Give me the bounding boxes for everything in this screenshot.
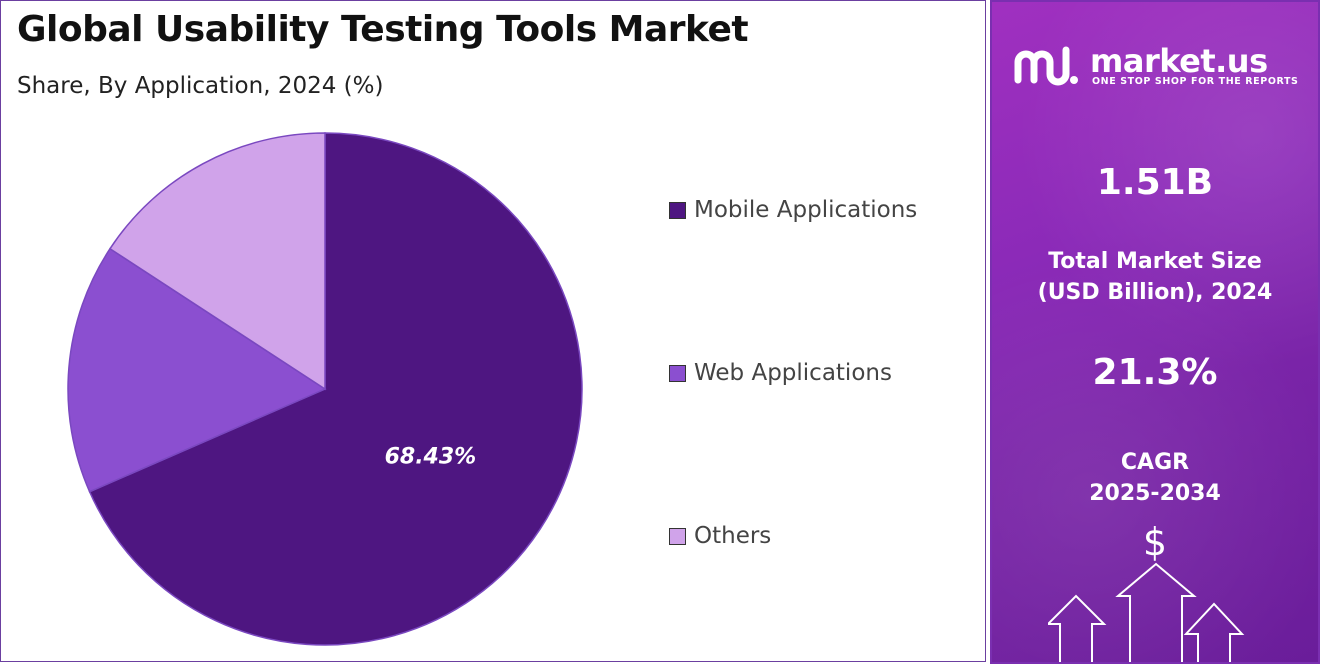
market-size-label-line1: Total Market Size (1048, 249, 1262, 274)
page-title: Global Usability Testing Tools Market (17, 9, 749, 50)
up-arrow-icon (1048, 594, 1107, 662)
legend-item-mobile-applications: Mobile Applications (669, 197, 917, 223)
page-subtitle: Share, By Application, 2024 (%) (17, 73, 384, 99)
brand-logo: market.us ONE STOP SHOP FOR THE REPORTS (1012, 40, 1302, 92)
up-arrow-icon (1115, 562, 1197, 662)
chart-panel: Global Usability Testing Tools Market Sh… (0, 0, 986, 662)
brand-tagline: ONE STOP SHOP FOR THE REPORTS (1092, 76, 1299, 87)
pie-slice-others (108, 132, 326, 391)
stats-panel: market.us ONE STOP SHOP FOR THE REPORTS … (990, 0, 1320, 664)
legend-label-mobile-applications: Mobile Applications (694, 197, 918, 223)
market-size-label-line2: (USD Billion), 2024 (1037, 280, 1273, 305)
legend-label-web-applications: Web Applications (694, 360, 892, 386)
legend-swatch-mobile-applications (669, 201, 686, 219)
legend-swatch-others (669, 527, 686, 545)
legend-item-others: Others (669, 523, 771, 549)
pie-chart: 68.43% (67, 132, 583, 646)
legend-swatch-web-applications (669, 364, 686, 382)
cagr-label-line1: CAGR (1120, 450, 1190, 475)
background-overlay (992, 2, 1318, 662)
market-size-value: 1.51B (1096, 162, 1214, 203)
legend-item-web-applications: Web Applications (669, 360, 892, 386)
cagr-label-line2: 2025-2034 (1089, 481, 1221, 506)
market-us-logo-icon (1014, 46, 1078, 86)
pie-slice-mobile-applications (88, 132, 583, 646)
legend-label-others: Others (694, 523, 772, 549)
growth-arrows-icon (1048, 562, 1245, 662)
dollar-icon: $ (1142, 520, 1168, 564)
cagr-value: 21.3% (1092, 352, 1218, 393)
brand-name: market.us (1090, 42, 1268, 80)
up-arrow-icon (1183, 602, 1245, 662)
pie-slice-web-applications (67, 247, 327, 493)
data-label-mobile-applications: 68.43% (385, 445, 477, 470)
